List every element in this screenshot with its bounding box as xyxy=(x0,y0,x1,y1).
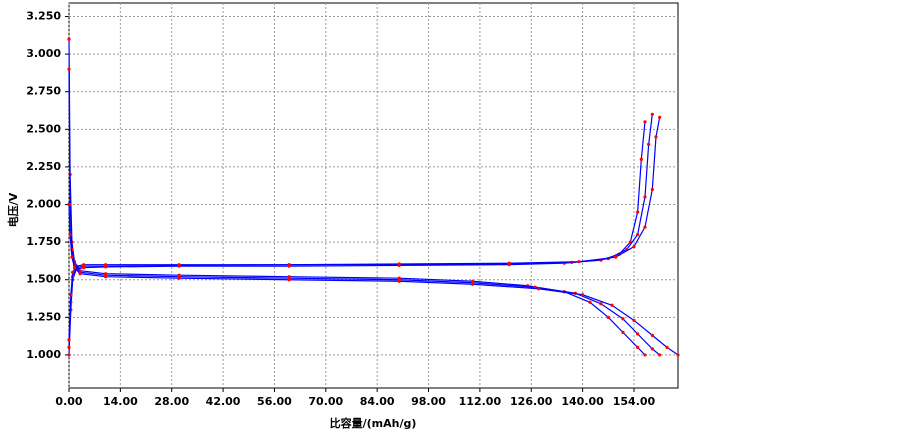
point xyxy=(614,255,618,259)
point xyxy=(67,202,71,207)
x-tick-label: 42.00 xyxy=(206,395,241,408)
point xyxy=(650,112,654,116)
point xyxy=(104,263,108,267)
point xyxy=(536,287,541,291)
point xyxy=(507,261,511,265)
y-tick-label: 2.750 xyxy=(26,85,61,98)
y-tick-label: 2.250 xyxy=(26,160,61,173)
point xyxy=(643,120,647,124)
point xyxy=(67,353,71,357)
point xyxy=(581,293,585,297)
point xyxy=(636,332,640,336)
point xyxy=(610,303,614,307)
point xyxy=(78,272,82,276)
point xyxy=(67,37,71,41)
point xyxy=(650,347,654,351)
point xyxy=(70,255,74,259)
x-tick-label: 98.00 xyxy=(411,395,446,408)
point xyxy=(643,195,647,199)
point xyxy=(104,275,108,279)
plot-frame xyxy=(68,2,679,389)
point xyxy=(67,67,71,71)
point xyxy=(632,318,636,322)
y-tick-label: 3.250 xyxy=(26,10,61,23)
point xyxy=(68,233,72,237)
x-tick-label: 28.00 xyxy=(154,395,189,408)
point xyxy=(636,233,640,237)
point xyxy=(665,345,669,349)
y-tick-label: 3.000 xyxy=(26,47,61,60)
point xyxy=(643,353,647,357)
point xyxy=(67,345,71,349)
y-tick-label: 2.000 xyxy=(26,198,61,211)
y-tick-label: 2.500 xyxy=(26,122,61,135)
point xyxy=(69,293,73,297)
point xyxy=(658,115,662,119)
point xyxy=(470,282,475,286)
x-axis-title: 比容量/(mAh/g) xyxy=(330,416,417,430)
y-tick-label: 1.000 xyxy=(26,348,61,361)
point xyxy=(599,302,603,306)
point xyxy=(650,187,654,192)
point xyxy=(621,317,625,321)
point xyxy=(72,266,77,270)
point xyxy=(287,263,291,267)
x-tick-label: 112.00 xyxy=(459,395,502,408)
x-tick-label: 14.00 xyxy=(103,395,138,408)
x-tick-label: 154.00 xyxy=(613,395,656,408)
point xyxy=(643,225,647,229)
point xyxy=(621,330,625,334)
x-tick-label: 56.00 xyxy=(257,395,292,408)
y-tick-label: 1.750 xyxy=(26,235,61,248)
point xyxy=(676,353,680,357)
x-tick-label: 70.00 xyxy=(308,395,343,408)
point xyxy=(397,262,401,266)
y-tick-label: 1.250 xyxy=(26,310,61,323)
point xyxy=(654,135,658,139)
y-tick-label: 1.500 xyxy=(26,273,61,286)
point xyxy=(606,315,610,319)
point xyxy=(636,210,640,214)
x-tick-label: 84.00 xyxy=(360,395,395,408)
x-tick-label: 140.00 xyxy=(561,395,604,408)
point xyxy=(658,353,662,357)
point xyxy=(577,260,581,264)
point xyxy=(177,276,181,280)
point xyxy=(650,333,654,337)
point xyxy=(397,279,401,283)
y-axis-title: 电压/V xyxy=(6,192,20,227)
point xyxy=(632,245,636,249)
point xyxy=(639,157,643,162)
point xyxy=(647,142,651,146)
point xyxy=(71,270,75,274)
point xyxy=(82,263,86,267)
point xyxy=(588,300,592,304)
x-tick-label: 126.00 xyxy=(510,395,553,408)
point xyxy=(636,345,640,349)
point xyxy=(67,338,71,342)
point xyxy=(287,278,291,282)
x-tick-label: 0.00 xyxy=(55,395,82,408)
point xyxy=(177,263,181,267)
